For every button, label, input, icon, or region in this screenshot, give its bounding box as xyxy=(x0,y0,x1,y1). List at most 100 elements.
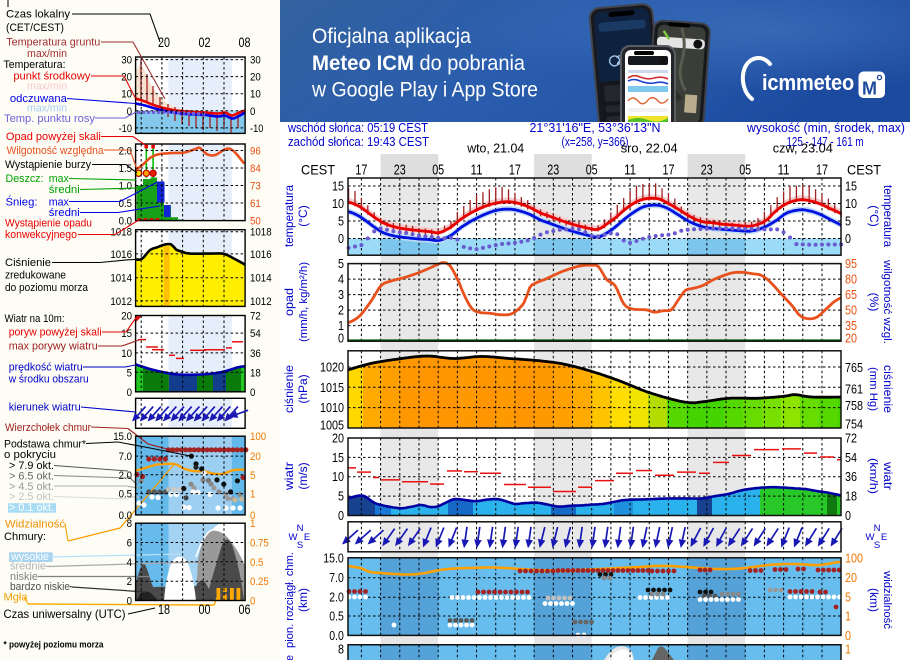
svg-text:icmmeteo: icmmeteo xyxy=(762,70,854,95)
svg-text:10: 10 xyxy=(121,89,132,101)
svg-text:21°31'16"E, 53°36'13"N: 21°31'16"E, 53°36'13"N xyxy=(530,120,661,135)
svg-text:54: 54 xyxy=(845,450,857,465)
svg-text:8: 8 xyxy=(338,642,344,657)
svg-text:> 7.9 okt.: > 7.9 okt. xyxy=(9,460,54,472)
svg-text:śro, 22.04: śro, 22.04 xyxy=(621,141,678,156)
svg-text:15: 15 xyxy=(332,450,344,465)
svg-text:1: 1 xyxy=(845,609,851,624)
svg-text:2: 2 xyxy=(338,303,344,318)
svg-text:0: 0 xyxy=(845,508,851,523)
svg-text:> 2.5 okt.: > 2.5 okt. xyxy=(9,491,54,503)
svg-text:54: 54 xyxy=(250,328,261,340)
svg-text:(km/h): (km/h) xyxy=(867,458,879,494)
svg-text:05: 05 xyxy=(586,163,598,179)
svg-text:w środku obszaru: w środku obszaru xyxy=(8,373,89,385)
svg-text:o pokryciu: o pokryciu xyxy=(4,449,56,461)
svg-text:-10: -10 xyxy=(119,123,132,135)
svg-text:-10: -10 xyxy=(250,123,263,135)
svg-text:36: 36 xyxy=(845,469,857,484)
svg-text:0.5: 0.5 xyxy=(250,557,263,569)
svg-text:84: 84 xyxy=(250,163,261,175)
svg-text:8: 8 xyxy=(127,518,132,530)
svg-text:Czas uniwersalny (UTC): Czas uniwersalny (UTC) xyxy=(4,607,126,621)
svg-text:20: 20 xyxy=(250,72,261,84)
svg-text:0.0: 0.0 xyxy=(119,216,132,228)
svg-text:W: W xyxy=(866,532,875,543)
svg-text:0.5: 0.5 xyxy=(119,489,132,501)
svg-text:23: 23 xyxy=(547,163,559,179)
svg-text:0.5: 0.5 xyxy=(119,198,132,210)
svg-text:opad: opad xyxy=(282,288,296,316)
svg-text:0: 0 xyxy=(338,331,344,346)
svg-text:11: 11 xyxy=(471,163,483,179)
svg-text:20: 20 xyxy=(121,311,132,323)
svg-text:N: N xyxy=(874,523,881,534)
svg-text:15.0: 15.0 xyxy=(323,550,344,565)
svg-text:1012: 1012 xyxy=(110,296,132,308)
svg-text:15.0: 15.0 xyxy=(113,431,132,443)
svg-text:do poziomu morza: do poziomu morza xyxy=(5,282,89,294)
svg-text:Wystąpienie opadu: Wystąpienie opadu xyxy=(5,218,92,230)
svg-text:2.0: 2.0 xyxy=(329,590,344,605)
svg-text:7.0: 7.0 xyxy=(119,451,132,463)
svg-text:3: 3 xyxy=(338,287,344,302)
svg-text:zredukowane: zredukowane xyxy=(5,270,66,282)
svg-text:(°C): (°C) xyxy=(296,205,310,226)
svg-text:6: 6 xyxy=(127,538,132,550)
svg-text:Wystąpienie burzy: Wystąpienie burzy xyxy=(5,159,91,171)
svg-text:1: 1 xyxy=(845,642,851,657)
svg-text:95: 95 xyxy=(845,256,857,271)
svg-text:(CET/CEST): (CET/CEST) xyxy=(6,22,64,34)
svg-text:Opad powyżej skali: Opad powyżej skali xyxy=(6,131,101,143)
svg-text:W: W xyxy=(289,532,298,543)
svg-text:11: 11 xyxy=(624,163,636,179)
svg-text:> 4.5 okt.: > 4.5 okt. xyxy=(9,481,54,493)
svg-text:4: 4 xyxy=(127,557,132,569)
svg-text:CEST: CEST xyxy=(301,163,336,178)
svg-text:1014: 1014 xyxy=(250,273,272,285)
svg-text:średnie: średnie xyxy=(10,561,46,573)
svg-text:15: 15 xyxy=(845,179,857,194)
svg-text:S: S xyxy=(297,540,303,551)
svg-text:35: 35 xyxy=(845,318,857,333)
svg-text:temperatura: temperatura xyxy=(282,185,296,247)
svg-text:> 0.1 okt.: > 0.1 okt. xyxy=(9,502,54,514)
svg-text:1: 1 xyxy=(250,518,255,530)
svg-text:Temperatura gruntu: Temperatura gruntu xyxy=(6,37,100,49)
svg-text:punkt środkowy: punkt środkowy xyxy=(13,71,90,83)
svg-text:73: 73 xyxy=(250,181,261,193)
svg-text:17: 17 xyxy=(816,163,828,179)
svg-text:17: 17 xyxy=(509,163,521,179)
svg-text:05: 05 xyxy=(432,163,444,179)
svg-text:65: 65 xyxy=(845,287,857,302)
svg-text:20: 20 xyxy=(332,431,344,446)
svg-text:Widzialność: Widzialność xyxy=(5,518,65,530)
svg-text:1015: 1015 xyxy=(320,380,344,395)
svg-text:0: 0 xyxy=(338,508,344,523)
svg-text:0.75: 0.75 xyxy=(250,538,269,550)
svg-text:5: 5 xyxy=(845,590,851,605)
svg-text:17: 17 xyxy=(663,163,675,179)
svg-text:wto, 21.04: wto, 21.04 xyxy=(466,141,524,156)
svg-text:5: 5 xyxy=(845,214,851,229)
svg-text:1: 1 xyxy=(250,489,255,501)
svg-text:06: 06 xyxy=(239,602,251,617)
svg-text:M: M xyxy=(862,79,877,99)
svg-text:1016: 1016 xyxy=(250,249,272,261)
svg-text:0: 0 xyxy=(250,106,255,118)
svg-text:1.0: 1.0 xyxy=(119,181,132,193)
svg-text:23: 23 xyxy=(701,163,713,179)
svg-text:wysokość (min, środek, max): wysokość (min, środek, max) xyxy=(746,120,905,135)
svg-text:(hPa): (hPa) xyxy=(296,374,310,403)
svg-text:23: 23 xyxy=(394,163,406,179)
svg-text:00: 00 xyxy=(199,602,211,617)
svg-text:ciśnienie: ciśnienie xyxy=(282,365,296,413)
svg-text:Podstawa chmur*: Podstawa chmur* xyxy=(4,438,87,450)
svg-text:20: 20 xyxy=(158,35,170,50)
svg-text:100: 100 xyxy=(845,550,863,565)
svg-text:odczuwana: odczuwana xyxy=(10,93,68,105)
svg-text:50: 50 xyxy=(250,216,261,228)
svg-text:N: N xyxy=(297,523,304,534)
svg-text:1016: 1016 xyxy=(110,249,132,261)
svg-text:(%): (%) xyxy=(867,293,881,312)
